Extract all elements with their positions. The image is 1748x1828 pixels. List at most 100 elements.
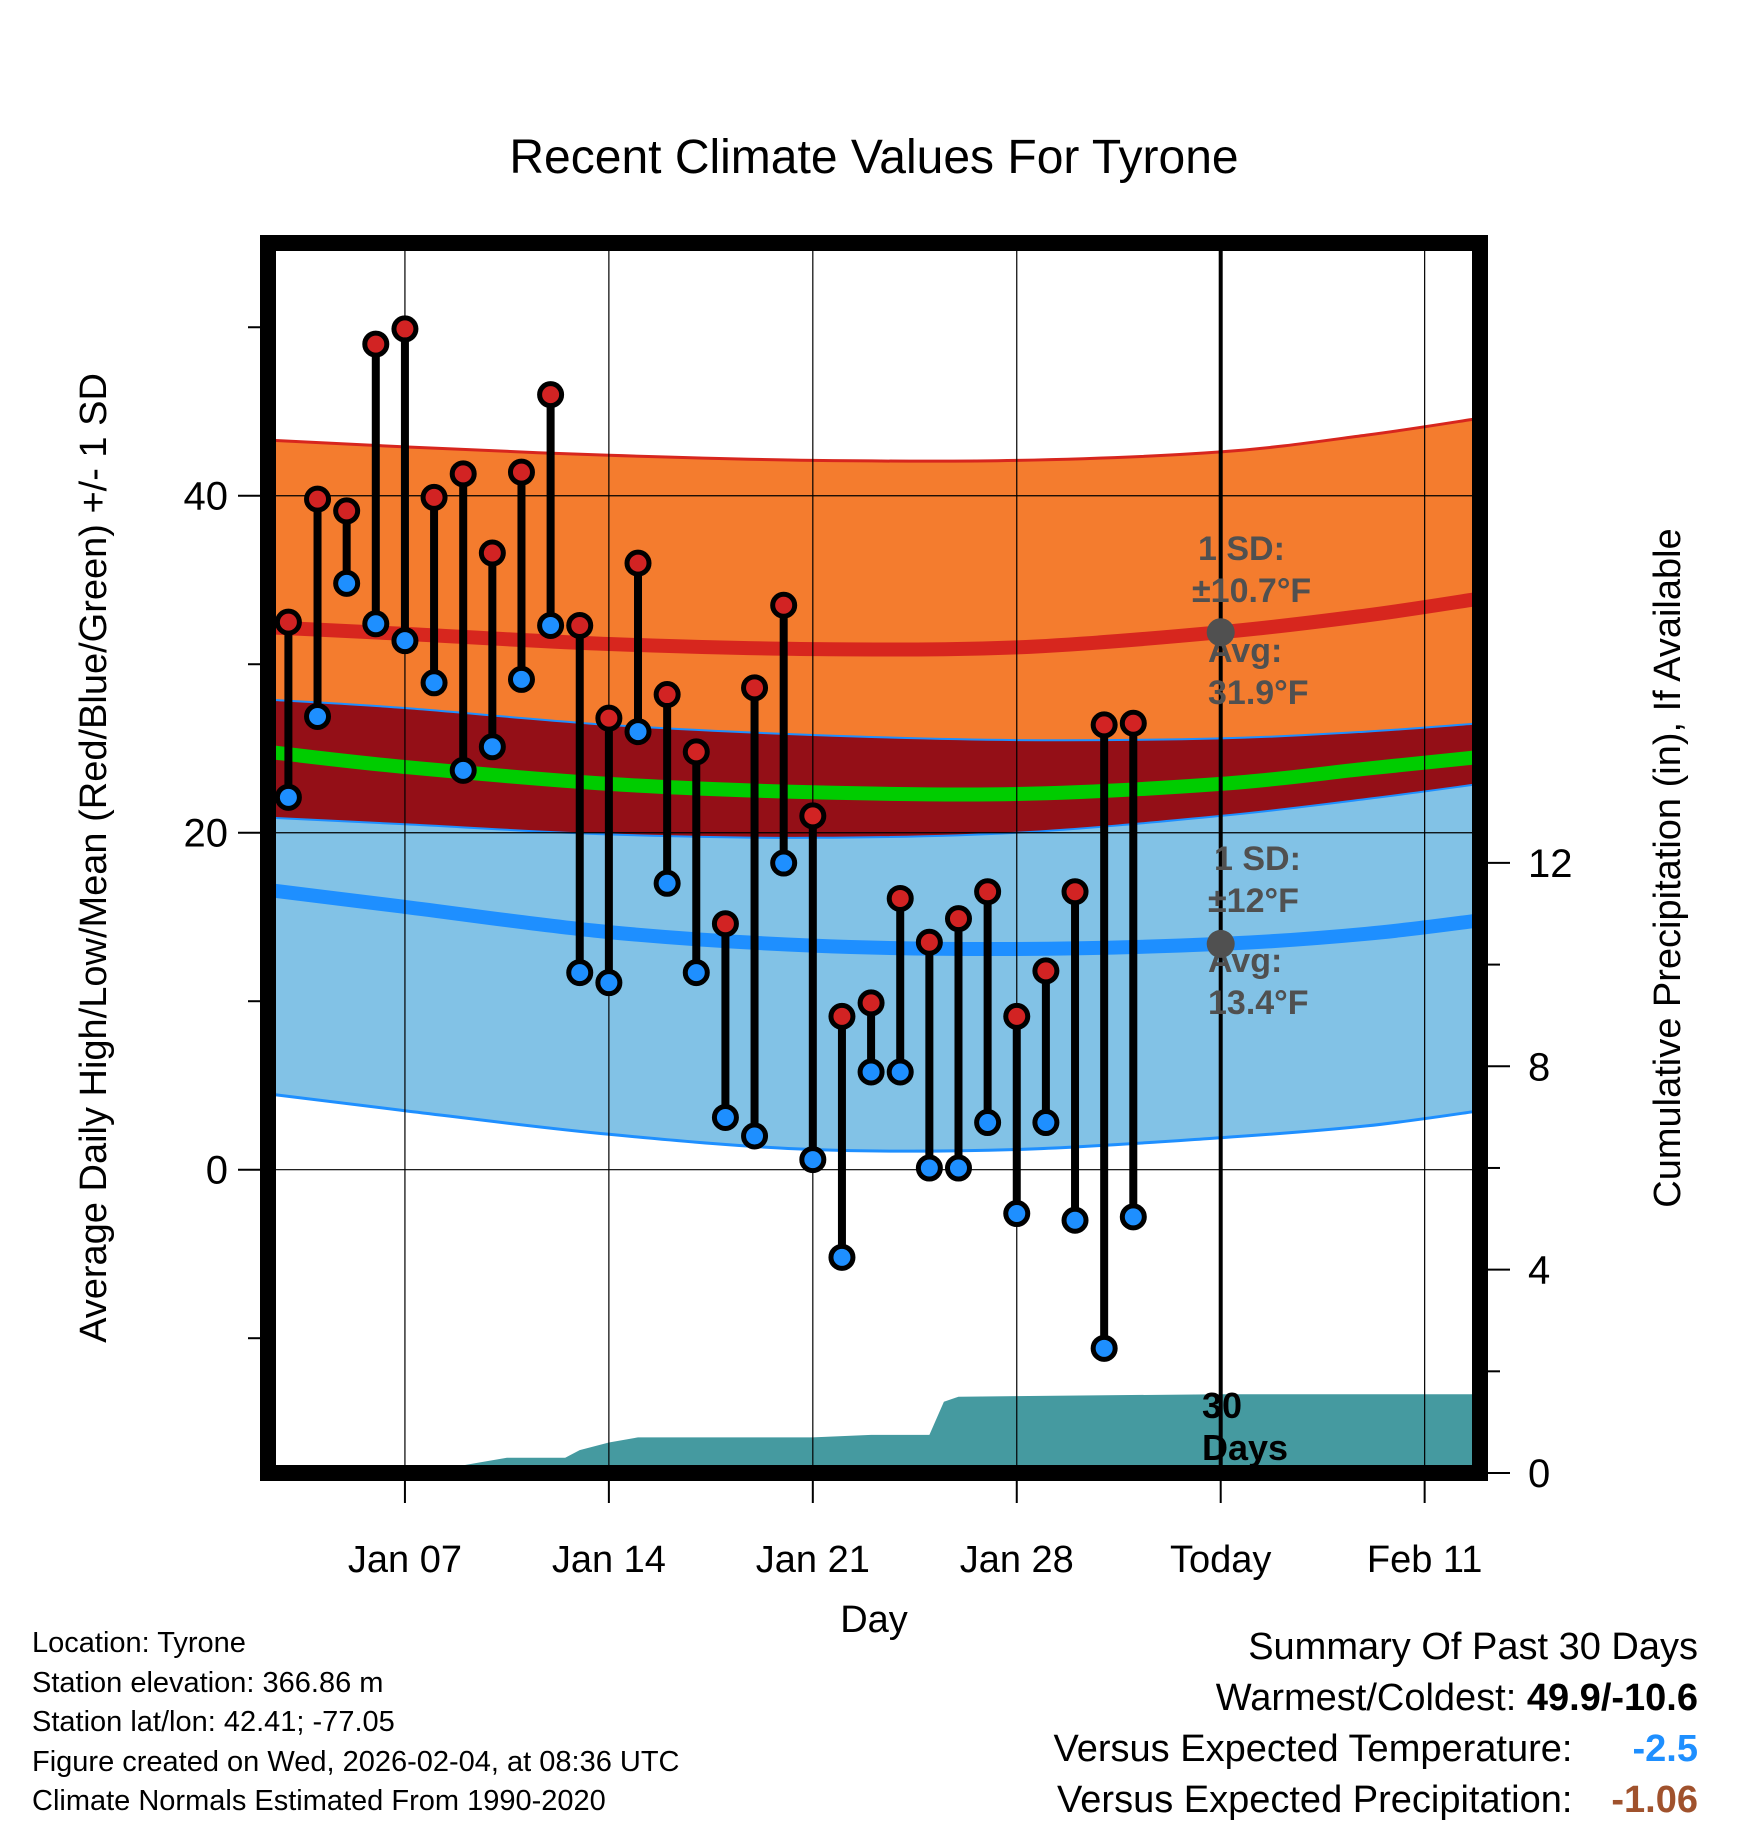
elevation-text: Station elevation: 366.86 m xyxy=(32,1666,384,1699)
chart-title: Recent Climate Values For Tyrone xyxy=(509,131,1238,184)
daily-low-dot xyxy=(449,756,477,784)
daily-low-dot xyxy=(566,959,594,987)
daily-low-dot xyxy=(595,969,623,997)
daily-high-dot xyxy=(362,330,390,358)
daily-high-dot xyxy=(449,460,477,488)
daily-high-dot xyxy=(566,611,594,639)
today-low-avg-marker xyxy=(1206,929,1235,958)
daily-high-dot xyxy=(682,738,710,766)
daily-low-dot xyxy=(799,1146,827,1174)
daily-high-dot xyxy=(1090,711,1118,739)
summary-precip-row: Versus Expected Precipitation: -1.06 xyxy=(1054,1775,1698,1826)
daily-low-dot xyxy=(857,1058,885,1086)
daily-high-dot xyxy=(333,497,361,525)
daily-high-dot xyxy=(1061,878,1089,906)
daily-low-dot xyxy=(1003,1200,1031,1228)
daily-low-dot xyxy=(1032,1109,1060,1137)
daily-low-dot xyxy=(391,627,419,655)
daily-low-dot xyxy=(915,1154,943,1182)
daily-low-dot xyxy=(828,1243,856,1271)
x-tick-label: Jan 07 xyxy=(348,1539,462,1581)
daily-high-dot xyxy=(391,315,419,343)
high-sd-band xyxy=(268,418,1480,741)
daily-low-dot xyxy=(333,569,361,597)
temp-value: -2.5 xyxy=(1632,1728,1698,1770)
daily-high-dot xyxy=(595,704,623,732)
location-text: Location: Tyrone xyxy=(32,1627,246,1659)
daily-high-dot xyxy=(915,928,943,956)
y2-tick-label: 4 xyxy=(1528,1249,1550,1293)
daily-low-dot xyxy=(362,610,390,638)
low-avg-label: Avg: xyxy=(1208,942,1282,980)
y2-tick-label: 0 xyxy=(1528,1452,1550,1496)
overlap-band xyxy=(268,699,1480,838)
high-upper-edge xyxy=(268,416,1480,463)
temp-label: Versus Expected Temperature: xyxy=(1053,1728,1573,1770)
today-high-avg-marker xyxy=(1206,618,1235,647)
high-avg-value: 31.9°F xyxy=(1208,674,1309,712)
high-sd-value: ±10.7°F xyxy=(1192,572,1311,610)
days-label-text: Days xyxy=(1202,1427,1288,1468)
daily-high-dot xyxy=(507,458,535,486)
daily-low-dot xyxy=(507,665,535,693)
plot-frame xyxy=(260,235,1488,1481)
days-label-number: 30 xyxy=(1202,1385,1242,1426)
daily-low-dot xyxy=(274,783,302,811)
precip-value: -1.06 xyxy=(1611,1779,1698,1821)
low-sd-label: 1 SD: xyxy=(1214,840,1301,878)
daily-high-dot xyxy=(770,591,798,619)
daily-low-dot xyxy=(741,1122,769,1150)
x-tick-label: Today xyxy=(1170,1539,1271,1581)
normal-high-line xyxy=(268,591,1480,657)
low-upper-edge xyxy=(268,782,1480,839)
y2-tick-label: 8 xyxy=(1528,1045,1550,1089)
daily-high-dot xyxy=(1032,957,1060,985)
low-sd-band xyxy=(268,783,1480,1152)
latlon-text: Station lat/lon: 42.41; -77.05 xyxy=(32,1706,395,1738)
plot-area xyxy=(268,243,1480,1473)
precip-area xyxy=(268,1394,1480,1473)
summary-title: Summary Of Past 30 Days xyxy=(1248,1626,1698,1668)
daily-low-dot xyxy=(944,1154,972,1182)
daily-high-dot xyxy=(653,681,681,709)
daily-low-dot xyxy=(682,959,710,987)
daily-high-dot xyxy=(828,1002,856,1030)
normals-text: Climate Normals Estimated From 1990-2020 xyxy=(32,1785,606,1817)
precip-label: Versus Expected Precipitation: xyxy=(1057,1779,1573,1821)
low-sd-value: ±12°F xyxy=(1208,882,1299,920)
daily-high-dot xyxy=(624,549,652,577)
daily-low-dot xyxy=(1061,1206,1089,1234)
summary-temp-row: Versus Expected Temperature: -2.5 xyxy=(1054,1724,1698,1775)
normal-low-line xyxy=(268,883,1480,957)
daily-low-dot xyxy=(304,702,332,730)
x-axis-title: Day xyxy=(840,1599,908,1641)
warmest-value: 49.9/-10.6 xyxy=(1526,1677,1698,1719)
daily-high-dot xyxy=(944,905,972,933)
daily-low-dot xyxy=(711,1103,739,1131)
y-tick-label: 0 xyxy=(206,1149,228,1193)
summary-warmest-row: Warmest/Coldest: 49.9/-10.6 xyxy=(1054,1673,1698,1724)
high-sd-label: 1 SD: xyxy=(1198,530,1285,568)
x-tick-label: Feb 11 xyxy=(1367,1539,1482,1581)
x-tick-label: Jan 21 xyxy=(756,1539,870,1581)
daily-low-dot xyxy=(1119,1203,1147,1231)
daily-low-dot xyxy=(653,869,681,897)
summary-panel: Summary Of Past 30 Days Warmest/Coldest:… xyxy=(1054,1622,1698,1826)
station-info: Location: Tyrone Station elevation: 366.… xyxy=(32,1624,680,1822)
daily-low-dot xyxy=(478,733,506,761)
low-avg-value: 13.4°F xyxy=(1208,984,1309,1022)
high-avg-label: Avg: xyxy=(1208,632,1282,670)
warmest-label: Warmest/Coldest: xyxy=(1215,1677,1517,1719)
daily-high-dot xyxy=(420,483,448,511)
high-lower-edge xyxy=(268,698,1480,742)
y2-axis-title: Cumulative Precipitation (in), If Availa… xyxy=(1647,528,1689,1207)
daily-low-dot xyxy=(886,1058,914,1086)
daily-low-dot xyxy=(537,611,565,639)
daily-low-dot xyxy=(1090,1334,1118,1362)
y-tick-label: 40 xyxy=(184,475,229,519)
x-tick-label: Jan 14 xyxy=(552,1539,666,1581)
daily-low-dot xyxy=(624,718,652,746)
daily-low-dot xyxy=(974,1109,1002,1137)
y-axis-title: Average Daily High/Low/Mean (Red/Blue/Gr… xyxy=(73,373,115,1343)
